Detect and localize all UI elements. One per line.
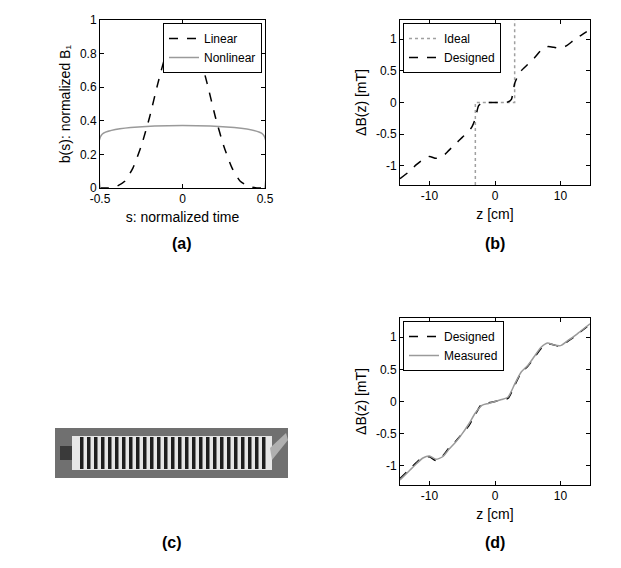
svg-text:0.4: 0.4 (80, 114, 97, 128)
svg-text:0.2: 0.2 (80, 148, 97, 162)
svg-text:Ideal: Ideal (444, 32, 470, 46)
svg-text:0.5: 0.5 (380, 64, 397, 78)
svg-text:0: 0 (492, 189, 499, 203)
svg-text:0: 0 (492, 489, 499, 503)
svg-text:(d): (d) (485, 534, 505, 551)
svg-text:0.5: 0.5 (257, 192, 274, 206)
svg-text:Nonlinear: Nonlinear (204, 51, 255, 65)
svg-text:0: 0 (390, 395, 397, 409)
svg-text:z [cm]: z [cm] (476, 506, 513, 522)
svg-text:0.8: 0.8 (80, 47, 97, 61)
svg-text:ΔB(z) [mT]: ΔB(z) [mT] (353, 368, 369, 435)
svg-text:1: 1 (90, 13, 97, 27)
svg-text:0: 0 (179, 192, 186, 206)
svg-text:10: 10 (554, 189, 568, 203)
svg-text:z [cm]: z [cm] (476, 206, 513, 222)
svg-text:0.6: 0.6 (80, 80, 97, 94)
svg-text:1: 1 (390, 330, 397, 344)
svg-text:0.5: 0.5 (380, 363, 397, 377)
svg-text:s: normalized time: s: normalized time (126, 209, 240, 225)
svg-text:-0.5: -0.5 (376, 127, 397, 141)
svg-text:(a): (a) (172, 235, 192, 252)
svg-text:-0.5: -0.5 (90, 192, 111, 206)
svg-text:0: 0 (90, 181, 97, 195)
svg-text:Linear: Linear (204, 32, 237, 46)
svg-text:ΔB(z) [mT]: ΔB(z) [mT] (353, 69, 369, 136)
svg-text:-1: -1 (386, 159, 397, 173)
svg-text:10: 10 (554, 489, 568, 503)
svg-text:0: 0 (390, 96, 397, 110)
svg-text:-10: -10 (421, 489, 439, 503)
svg-text:Measured: Measured (444, 349, 497, 363)
svg-text:(b): (b) (485, 235, 505, 252)
svg-text:-0.5: -0.5 (376, 427, 397, 441)
svg-text:-10: -10 (421, 189, 439, 203)
svg-text:Designed: Designed (444, 51, 495, 65)
svg-text:1: 1 (390, 32, 397, 46)
svg-text:-1: -1 (386, 459, 397, 473)
svg-text:(c): (c) (162, 534, 182, 551)
svg-text:b(s): normalized B₁: b(s): normalized B₁ (57, 45, 73, 164)
svg-text:Designed: Designed (444, 330, 495, 344)
